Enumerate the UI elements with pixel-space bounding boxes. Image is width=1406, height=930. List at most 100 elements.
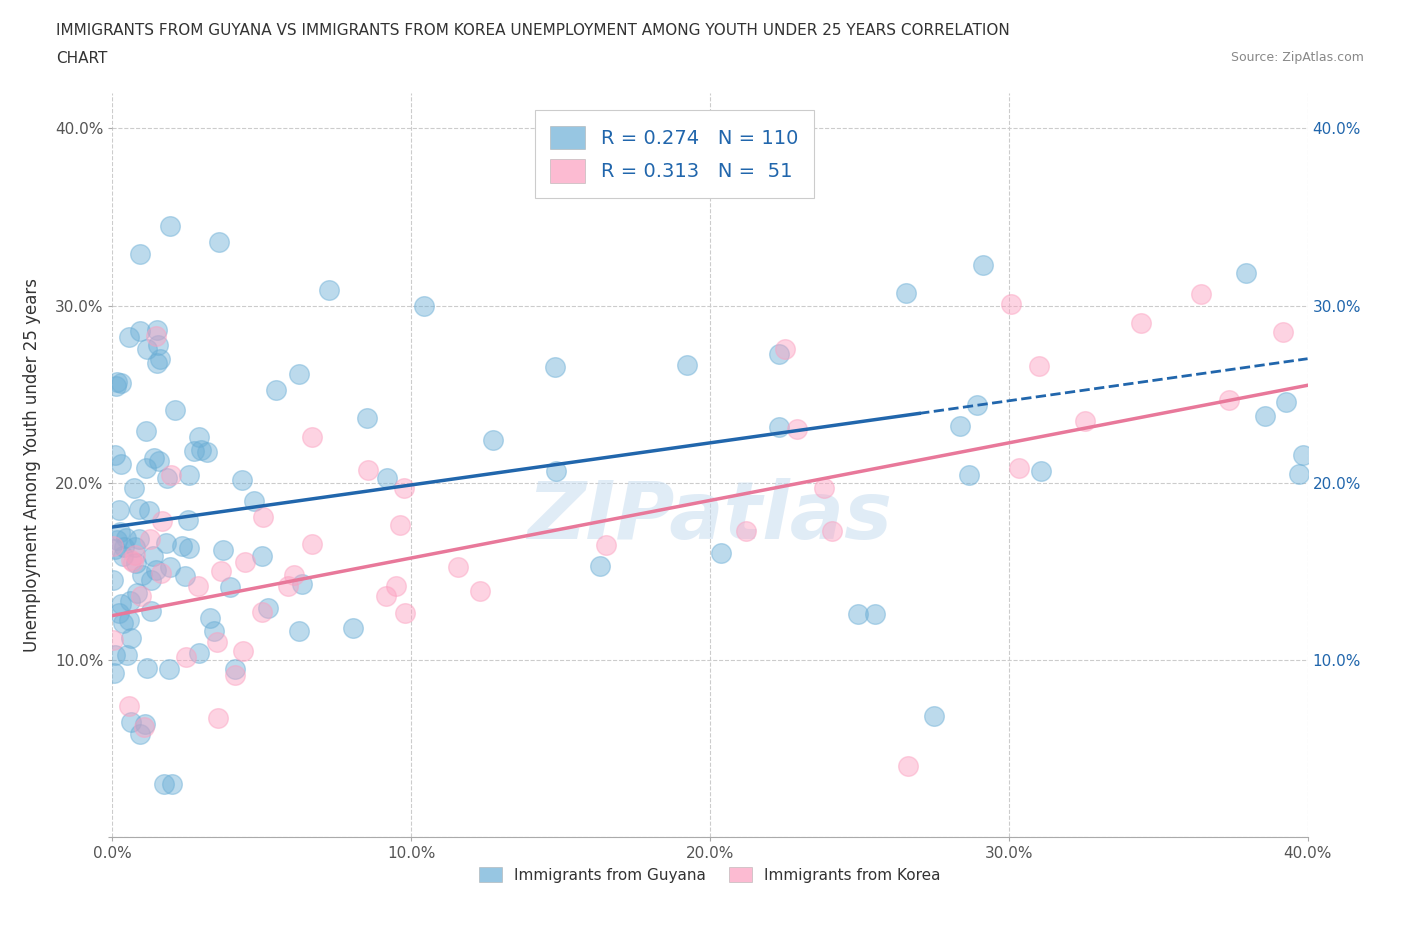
Point: [187, 429, 209, 444]
Point: [138, 503, 160, 518]
Point: [972, 258, 994, 272]
Point: [148, 338, 170, 352]
Point: [231, 472, 253, 487]
Point: [129, 589, 152, 604]
Point: [120, 714, 142, 729]
Point: [103, 666, 125, 681]
Point: [257, 601, 280, 616]
Point: [134, 720, 156, 735]
Point: [145, 563, 167, 578]
Point: [813, 481, 835, 496]
Point: [141, 573, 163, 588]
Text: Source: ZipAtlas.com: Source: ZipAtlas.com: [1230, 51, 1364, 64]
Point: [544, 359, 567, 374]
Point: [242, 494, 264, 509]
Point: [177, 513, 200, 528]
Point: [125, 586, 148, 601]
Point: [153, 777, 176, 791]
Point: [177, 540, 200, 555]
Text: CHART: CHART: [56, 51, 108, 66]
Point: [252, 510, 274, 525]
Point: [1291, 447, 1313, 462]
Point: [122, 554, 145, 569]
Point: [277, 578, 299, 593]
Point: [205, 634, 228, 649]
Point: [187, 578, 209, 593]
Point: [145, 328, 167, 343]
Point: [374, 588, 396, 603]
Point: [115, 648, 138, 663]
Point: [115, 531, 138, 546]
Text: ZIPatlas: ZIPatlas: [527, 478, 893, 556]
Point: [470, 583, 492, 598]
Point: [104, 541, 127, 556]
Point: [897, 759, 920, 774]
Point: [544, 464, 567, 479]
Point: [135, 460, 157, 475]
Point: [138, 532, 160, 547]
Point: [152, 513, 174, 528]
Point: [187, 645, 209, 660]
Point: [139, 604, 162, 618]
Point: [134, 717, 156, 732]
Point: [209, 564, 232, 578]
Point: [176, 649, 198, 664]
Point: [103, 573, 125, 588]
Point: [283, 567, 305, 582]
Point: [118, 612, 141, 627]
Point: [174, 568, 197, 583]
Point: [675, 357, 697, 372]
Point: [159, 559, 181, 574]
Point: [155, 536, 177, 551]
Point: [211, 543, 233, 558]
Point: [122, 481, 145, 496]
Point: [1008, 460, 1031, 475]
Point: [120, 593, 142, 608]
Point: [392, 481, 415, 496]
Point: [356, 411, 378, 426]
Point: [301, 430, 323, 445]
Point: [252, 604, 274, 619]
Y-axis label: Unemployment Among Youth under 25 years: Unemployment Among Youth under 25 years: [22, 278, 41, 652]
Point: [110, 456, 132, 471]
Point: [110, 375, 132, 390]
Point: [112, 540, 135, 555]
Point: [128, 726, 150, 741]
Point: [111, 616, 134, 631]
Point: [120, 631, 142, 645]
Point: [385, 578, 408, 593]
Point: [288, 623, 311, 638]
Point: [375, 471, 398, 485]
Point: [118, 330, 141, 345]
Point: [101, 538, 124, 553]
Point: [1029, 464, 1052, 479]
Point: [709, 546, 731, 561]
Point: [160, 467, 183, 482]
Point: [146, 322, 169, 337]
Point: [389, 518, 412, 533]
Point: [198, 611, 221, 626]
Point: [103, 633, 125, 648]
Point: [128, 246, 150, 261]
Point: [124, 548, 146, 563]
Point: [357, 462, 380, 477]
Point: [202, 623, 225, 638]
Point: [482, 432, 505, 447]
Point: [595, 538, 617, 552]
Point: [136, 660, 159, 675]
Point: [224, 668, 246, 683]
Point: [288, 366, 311, 381]
Point: [104, 447, 127, 462]
Point: [1129, 315, 1152, 330]
Point: [232, 644, 254, 659]
Point: [125, 556, 148, 571]
Point: [1028, 358, 1050, 373]
Point: [195, 445, 218, 459]
Point: [150, 565, 173, 580]
Point: [112, 549, 135, 564]
Point: [773, 342, 796, 357]
Point: [1275, 394, 1298, 409]
Point: [734, 524, 756, 538]
Point: [821, 524, 844, 538]
Point: [768, 347, 790, 362]
